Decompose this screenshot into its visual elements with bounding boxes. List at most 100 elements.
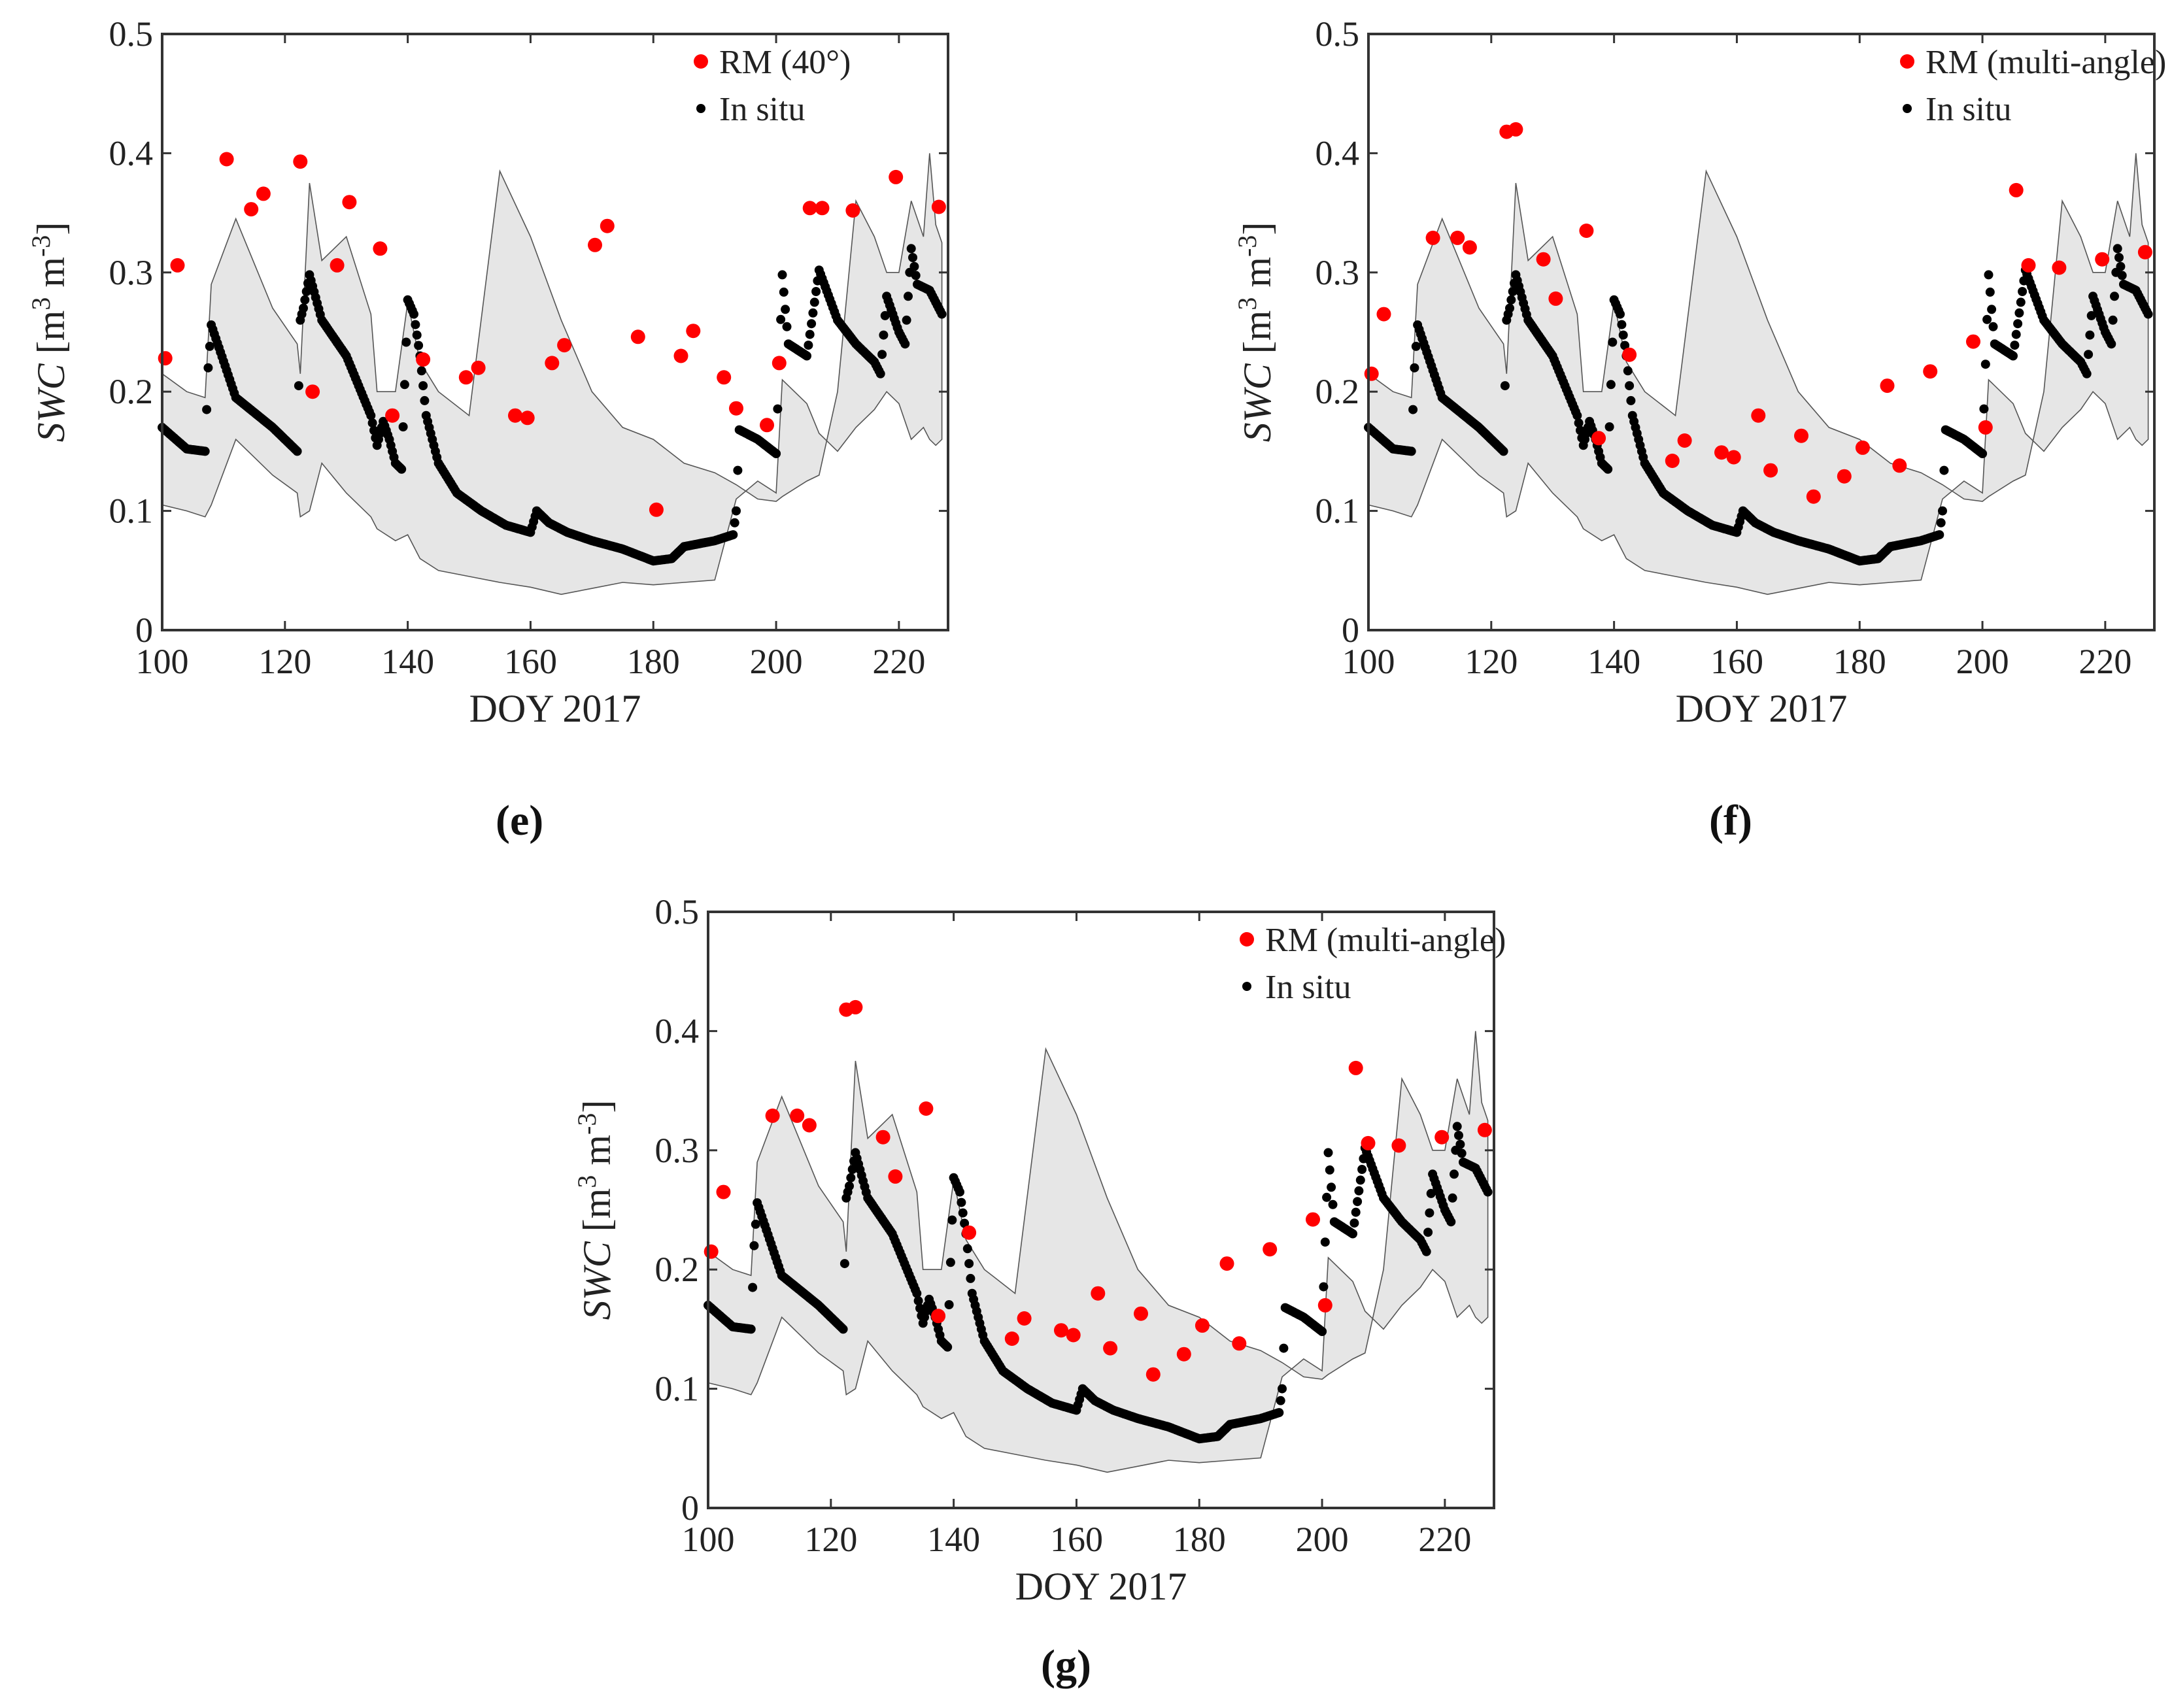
legend-rm-label: RM (multi-angle) (1265, 922, 1506, 959)
in-situ-point (904, 292, 913, 301)
series-rm (1364, 122, 2152, 504)
rm-point (256, 186, 271, 201)
in-situ-point (205, 341, 214, 351)
chart-f: 0 0.1 0.2 0.3 0.4 0.5 100 120 140 160 180 200 220 DOY… (1232, 14, 2167, 730)
in-situ-point (1279, 1343, 1289, 1353)
in-situ-point (294, 381, 303, 391)
in-situ-point (1319, 1282, 1329, 1292)
in-situ-point (751, 1219, 760, 1229)
in-situ-point (846, 1173, 856, 1182)
x-tick-label: 220 (1418, 1520, 1471, 1559)
rm-point (1450, 230, 1465, 245)
in-situ-point (2143, 309, 2153, 319)
rm-point (330, 258, 345, 273)
in-situ-point (1508, 287, 1518, 296)
y-tick-label: 0.5 (109, 14, 154, 54)
rm-point (875, 1130, 891, 1145)
in-situ-point (2014, 308, 2024, 318)
in-situ-point (1938, 506, 1947, 516)
in-situ-point (1278, 1384, 1287, 1394)
in-situ-point (1620, 341, 1630, 350)
x-tick-label: 180 (627, 642, 680, 681)
y-tick-label: 0.3 (1315, 253, 1360, 292)
in-situ-point (398, 422, 408, 431)
rm-point (1462, 240, 1477, 255)
legend: RM (multi-angle) In situ (1900, 44, 2166, 128)
rm-point (760, 418, 774, 433)
x-tick-label: 100 (1342, 642, 1395, 681)
y-tick-label: 0.4 (1315, 133, 1360, 173)
in-situ-point (1355, 1175, 1365, 1185)
in-situ-point (1452, 1122, 1462, 1131)
rm-point (1054, 1323, 1068, 1338)
in-situ-point (1351, 1207, 1361, 1217)
legend-rm-label: RM (40°) (719, 44, 851, 81)
in-situ-point (1483, 1187, 1493, 1197)
in-situ-point (1499, 446, 1508, 456)
rm-point (919, 1101, 934, 1116)
in-situ-point (957, 1197, 966, 1207)
in-situ-point (1320, 1237, 1330, 1247)
in-situ-point (1505, 303, 1514, 313)
rm-point (962, 1225, 977, 1240)
rm-point (1232, 1336, 1247, 1351)
rm-point (704, 1244, 719, 1259)
in-situ-point (964, 1259, 974, 1269)
rm-point (790, 1108, 805, 1123)
in-situ-point (2085, 330, 2095, 340)
rm-point (1966, 334, 1980, 349)
rm-point (1306, 1212, 1320, 1227)
y-axis-label: SWC [m3 m-3] (1232, 222, 1280, 443)
in-situ-point (943, 1342, 953, 1352)
rm-point (520, 410, 535, 426)
rm-point (1263, 1242, 1278, 1257)
rm-point (1548, 291, 1563, 306)
in-situ-point (1939, 465, 1949, 475)
rm-point (1317, 1298, 1332, 1313)
in-situ-point (1980, 360, 1990, 369)
in-situ-point (416, 366, 426, 376)
caption-f: (f) (1709, 797, 1752, 845)
in-situ-point (292, 446, 302, 456)
y-tick-label: 0.5 (655, 892, 700, 931)
in-situ-point (1978, 449, 1988, 458)
in-situ-point (2009, 351, 2018, 361)
rm-point (1579, 224, 1594, 238)
in-situ-point (809, 297, 819, 307)
in-situ-point (960, 1218, 970, 1228)
in-situ-point (1354, 1186, 1364, 1196)
in-situ-point (1349, 1218, 1359, 1228)
rm-point (772, 356, 787, 371)
rm-point (802, 1118, 817, 1133)
in-situ-point (2018, 287, 2028, 296)
rm-point (815, 201, 830, 216)
rm-point (1364, 366, 1379, 381)
in-situ-point (2010, 341, 2020, 350)
rm-point (2052, 260, 2067, 275)
in-situ-point (1936, 518, 1946, 527)
in-situ-point (1982, 314, 1992, 324)
rm-point (342, 195, 357, 210)
legend-rm-marker (694, 54, 708, 69)
in-situ-point (411, 320, 420, 329)
rm-point (219, 152, 234, 167)
in-situ-point (200, 446, 210, 456)
legend-in-situ-label: In situ (1926, 91, 2011, 128)
legend-rm-label: RM (multi-angle) (1926, 44, 2166, 81)
in-situ-point (808, 308, 818, 318)
legend-in-situ-marker (696, 104, 705, 113)
in-situ-point (748, 1282, 758, 1292)
x-tick-label: 200 (1956, 642, 2009, 681)
rm-point (1665, 454, 1680, 468)
x-tick-label: 140 (1587, 642, 1640, 681)
rm-point (1622, 347, 1637, 362)
x-axis-label: DOY 2017 (1676, 687, 1848, 730)
in-situ-point (838, 1324, 848, 1334)
x-tick-label: 100 (136, 642, 189, 681)
rm-point (1714, 445, 1729, 460)
in-situ-point (1328, 1199, 1338, 1209)
rm-point (1855, 440, 1870, 455)
rm-point (2021, 258, 2036, 273)
in-situ-point (733, 465, 743, 475)
rm-point (1880, 378, 1895, 394)
